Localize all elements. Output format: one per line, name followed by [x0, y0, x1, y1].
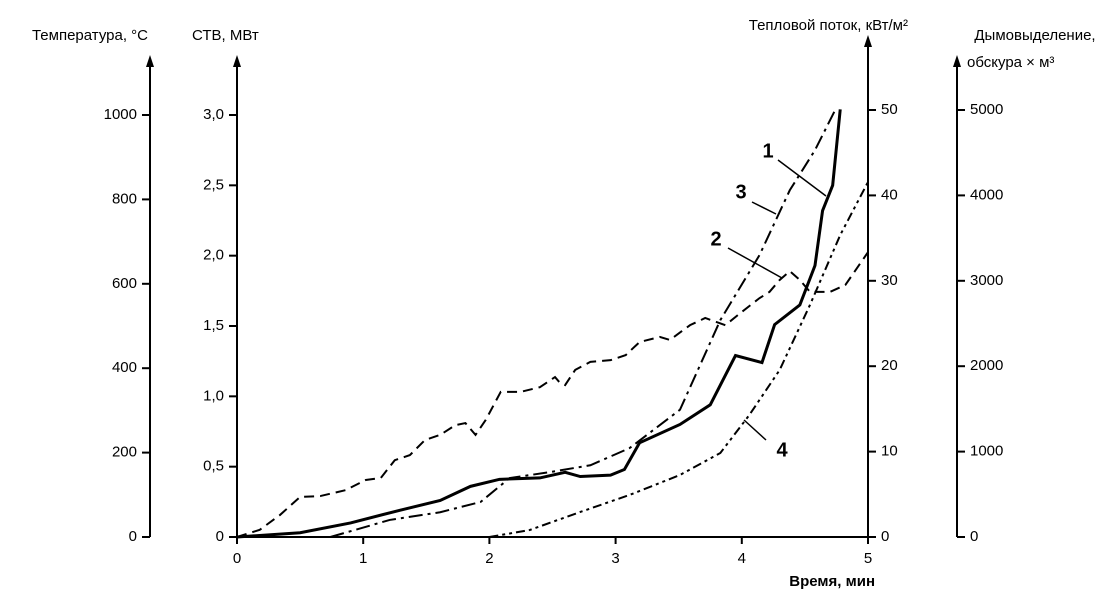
- y-tick-label: 2000: [970, 357, 1003, 374]
- x-tick-label: 2: [485, 550, 493, 567]
- y-tick-label: 50: [881, 101, 898, 118]
- x-tick-label: 4: [738, 550, 746, 567]
- y-tick-label: 3000: [970, 272, 1003, 289]
- x-tick-label: 3: [611, 550, 619, 567]
- leaders: [727, 159, 827, 441]
- y-tick-label: 30: [881, 272, 898, 289]
- axis-arrow: [953, 55, 961, 67]
- axis-title: обскура × м³: [967, 54, 1054, 71]
- x-tick-label: 0: [233, 550, 241, 567]
- y-tick-label: 1,5: [203, 317, 224, 334]
- y-tick-label: 2,0: [203, 247, 224, 264]
- x-tick-label: 5: [864, 550, 872, 567]
- leader: [743, 419, 767, 441]
- y-tick-label: 0: [881, 528, 889, 545]
- y-tick-label: 800: [112, 190, 137, 207]
- series-line: [236, 251, 869, 538]
- y-tick-label: 5000: [970, 101, 1003, 118]
- axis-arrow: [233, 55, 241, 67]
- series-line: [489, 181, 869, 538]
- y-tick-label: 600: [112, 275, 137, 292]
- y-tick-label: 1000: [104, 106, 137, 123]
- leader: [777, 159, 827, 197]
- y-tick-label: 20: [881, 357, 898, 374]
- y-tick-label: 3,0: [203, 106, 224, 123]
- y-tick-label: 0: [970, 528, 978, 545]
- axis-title: Дымовыделение,: [974, 27, 1095, 44]
- series-label: 4: [776, 439, 788, 461]
- x-tick-label: 1: [359, 550, 367, 567]
- series-label: 3: [735, 181, 746, 203]
- y-tick-label: 4000: [970, 186, 1003, 203]
- y-tick-label: 10: [881, 443, 898, 460]
- y-tick-label: 0: [216, 528, 224, 545]
- series-label: 1: [762, 140, 773, 162]
- y-tick-label: 200: [112, 444, 137, 461]
- axis-title: СТВ, МВт: [192, 27, 259, 44]
- y-tick-label: 2,5: [203, 176, 224, 193]
- y-tick-label: 1,0: [203, 387, 224, 404]
- y-tick-label: 0: [129, 528, 137, 545]
- axis-arrow: [146, 55, 154, 67]
- y-tick-label: 400: [112, 359, 137, 376]
- axis-title: Температура, °С: [32, 27, 148, 44]
- axis-title: Тепловой поток, кВт/м²: [749, 17, 908, 34]
- axis-title: Время, мин: [789, 573, 875, 590]
- y-tick-label: 40: [881, 186, 898, 203]
- series-line: [236, 109, 842, 539]
- leader: [751, 201, 777, 215]
- series-line: [330, 109, 837, 538]
- y-tick-label: 0,5: [203, 458, 224, 475]
- series-label: 2: [710, 228, 721, 250]
- axis-arrow: [864, 35, 872, 47]
- y-tick-label: 1000: [970, 443, 1003, 460]
